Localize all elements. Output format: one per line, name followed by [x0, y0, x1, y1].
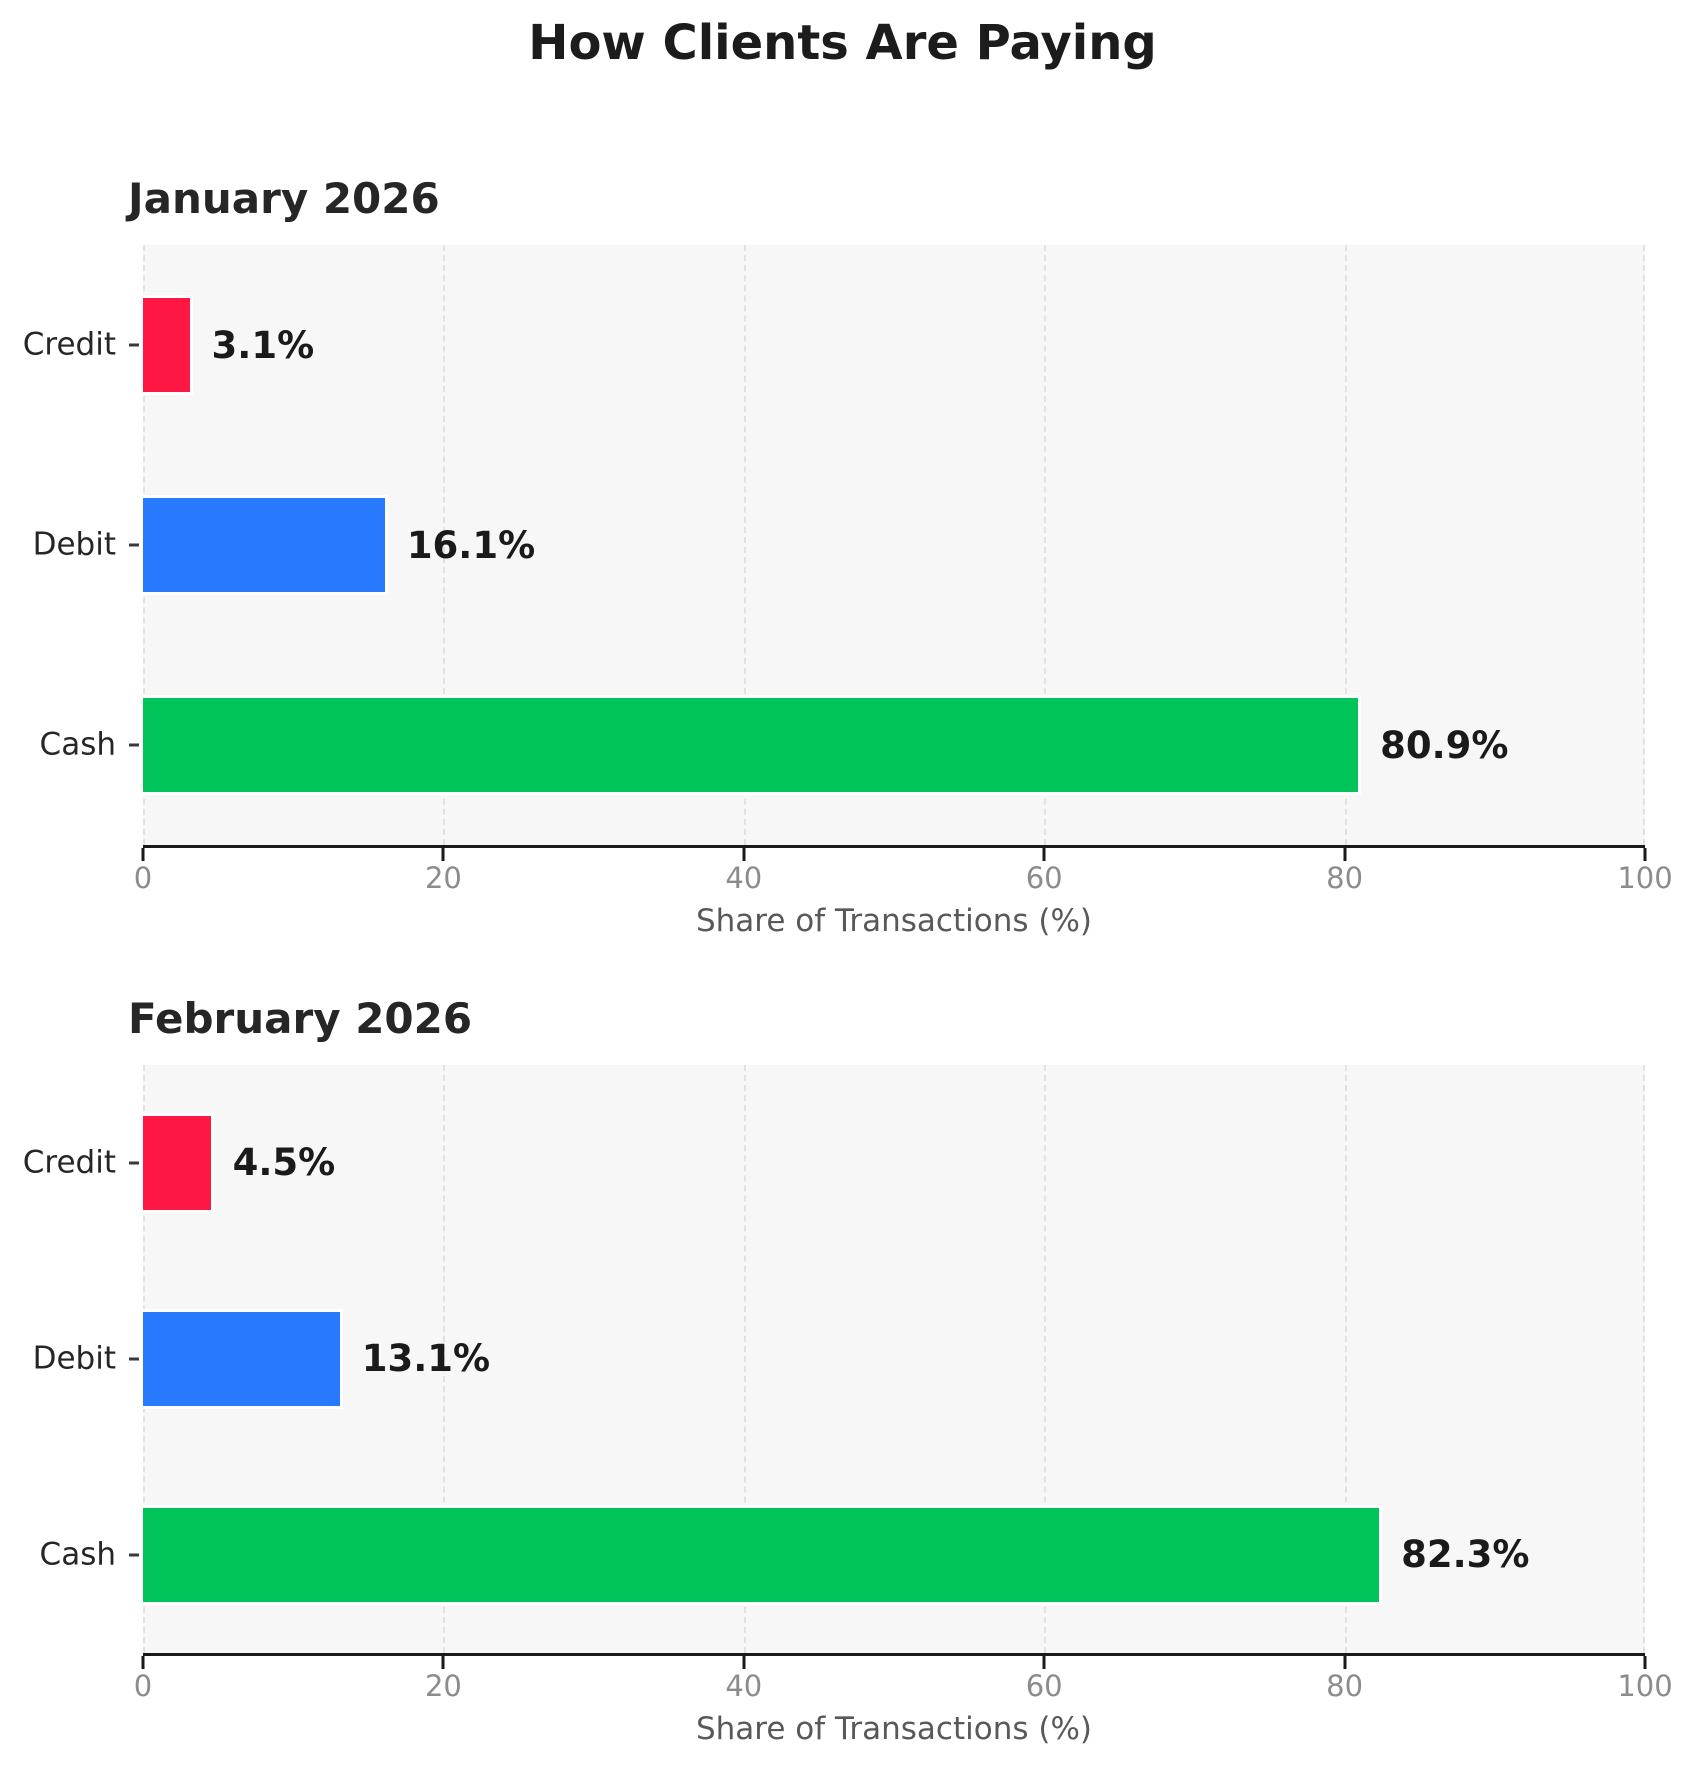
bar-row-cash: Cash 82.3% [40, 1457, 1645, 1653]
gridline-80 [1344, 1064, 1347, 1653]
chart-subtitle-january: January 2026 [128, 174, 440, 224]
y-tick-mark [129, 743, 139, 747]
bar-row-debit: Debit 13.1% [33, 1261, 1645, 1457]
bar-row-debit: Debit 16.1% [33, 445, 1645, 645]
y-tick-mark [129, 543, 139, 547]
category-label-credit: Credit [22, 1144, 116, 1181]
bar-row-credit: Credit 3.1% [23, 245, 1645, 445]
x-tick-mark [1042, 848, 1046, 862]
category-label-cash: Cash [39, 726, 116, 763]
bar-row-credit: Credit 4.5% [23, 1065, 1645, 1261]
x-tick-mark [742, 848, 746, 862]
x-axis-title-january: Share of Transactions (%) [695, 903, 1093, 940]
category-label-debit: Debit [32, 526, 116, 563]
bar-debit [140, 1308, 343, 1409]
x-tick-mark [141, 1655, 145, 1669]
category-label-cash: Cash [39, 1536, 116, 1573]
x-tick-label: 80 [1326, 861, 1364, 896]
x-tick-mark [1643, 1655, 1647, 1669]
x-axis-february: 0 20 40 60 80 100 [134, 1655, 1673, 1708]
bar-credit [140, 1112, 214, 1213]
x-tick-label: 20 [424, 1668, 462, 1703]
figure-title: How Clients Are Paying [528, 15, 1157, 71]
gridline-40 [743, 245, 746, 846]
x-tick-mark [1343, 848, 1347, 862]
bar-credit [140, 295, 193, 396]
y-tick-mark [129, 1161, 139, 1165]
category-label-credit: Credit [22, 326, 116, 363]
x-tick-mark [441, 848, 445, 862]
gridline-60 [1044, 1064, 1047, 1653]
value-label-cash: 80.9% [1380, 723, 1509, 767]
x-tick-label: 100 [1617, 861, 1673, 896]
value-label-credit: 3.1% [211, 323, 315, 367]
y-tick-mark [129, 1553, 139, 1557]
x-tick-label: 60 [1025, 1668, 1063, 1703]
bar-row-cash: Cash 80.9% [40, 645, 1645, 845]
x-axis-january: 0 20 40 60 80 100 [134, 848, 1673, 900]
plot-area-february: Credit 4.5% Debit 13.1% Cash 82.3% [23, 1064, 1645, 1656]
value-label-debit: 13.1% [361, 1337, 491, 1381]
x-tick-mark [1042, 1655, 1046, 1669]
gridline-20 [443, 1064, 446, 1653]
value-label-debit: 16.1% [406, 523, 536, 567]
gridline-20 [443, 245, 446, 846]
plot-area-january: Credit 3.1% Debit 16.1% Cash 80.9% [23, 245, 1645, 849]
x-tick-label: 100 [1617, 1668, 1673, 1703]
bar-cash [139, 695, 1362, 796]
gridline-100 [1643, 1064, 1645, 1653]
x-tick-label: 60 [1025, 861, 1063, 896]
bar-debit [140, 495, 388, 596]
chart-january: January 2026 Credit 3.1% Debit 16.1% Cas… [0, 174, 1685, 940]
x-tick-label: 20 [424, 861, 462, 896]
gridline-100 [1643, 245, 1645, 846]
x-tick-mark [141, 848, 145, 862]
value-label-cash: 82.3% [1401, 1533, 1530, 1577]
x-tick-label: 0 [133, 1668, 153, 1703]
gridline-40 [743, 1064, 746, 1653]
x-tick-mark [1643, 848, 1647, 862]
bar-cash [139, 1504, 1383, 1605]
x-tick-mark [1343, 1655, 1347, 1669]
chart-subtitle-february: February 2026 [128, 993, 473, 1043]
gridline-60 [1044, 245, 1047, 846]
x-tick-mark [742, 1655, 746, 1669]
y-tick-mark [129, 343, 139, 347]
x-tick-label: 40 [725, 1668, 763, 1703]
chart-february: February 2026 Credit 4.5% Debit 13.1% Ca… [0, 993, 1685, 1747]
y-tick-mark [129, 1357, 139, 1361]
x-tick-mark [441, 1655, 445, 1669]
x-tick-label: 40 [725, 861, 763, 896]
value-label-credit: 4.5% [232, 1141, 336, 1185]
x-axis-title-february: Share of Transactions (%) [695, 1710, 1093, 1747]
gridline-80 [1344, 245, 1347, 846]
x-tick-label: 80 [1326, 1668, 1364, 1703]
category-label-debit: Debit [32, 1340, 116, 1377]
x-tick-label: 0 [133, 861, 153, 896]
